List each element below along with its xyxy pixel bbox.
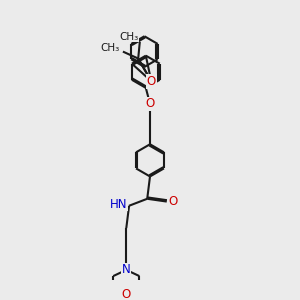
Text: O: O <box>147 75 156 88</box>
Text: O: O <box>168 195 178 208</box>
Text: CH₃: CH₃ <box>100 43 119 53</box>
Text: N: N <box>122 263 131 276</box>
Text: HN: HN <box>110 198 128 211</box>
Text: O: O <box>146 97 154 110</box>
Text: CH₃: CH₃ <box>119 32 139 42</box>
Text: O: O <box>122 288 131 300</box>
